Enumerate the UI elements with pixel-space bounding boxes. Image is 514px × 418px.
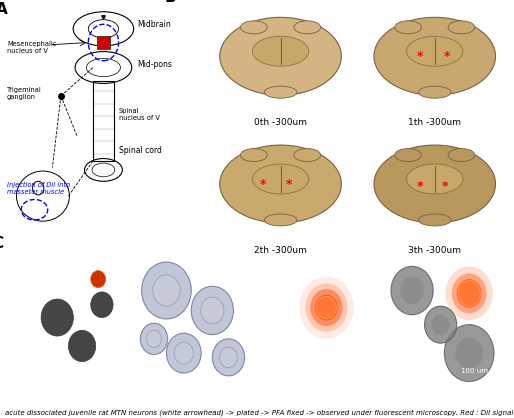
Text: Midbrain: Midbrain xyxy=(137,20,171,29)
Ellipse shape xyxy=(241,21,267,34)
Circle shape xyxy=(425,306,457,343)
Circle shape xyxy=(91,292,113,318)
Ellipse shape xyxy=(374,17,495,95)
Circle shape xyxy=(310,289,343,326)
Circle shape xyxy=(446,266,493,320)
Circle shape xyxy=(191,286,233,335)
Text: Mesencephalic
nucleus of V: Mesencephalic nucleus of V xyxy=(7,41,57,54)
Text: 0th -300um: 0th -300um xyxy=(254,118,307,127)
Circle shape xyxy=(68,330,96,362)
Text: *: * xyxy=(286,178,292,191)
Ellipse shape xyxy=(418,86,451,98)
Circle shape xyxy=(174,342,193,364)
Circle shape xyxy=(41,299,74,336)
Ellipse shape xyxy=(395,21,421,34)
Ellipse shape xyxy=(374,145,495,223)
Text: B: B xyxy=(165,0,176,5)
Circle shape xyxy=(305,283,347,332)
Ellipse shape xyxy=(448,21,475,34)
Ellipse shape xyxy=(294,21,321,34)
Circle shape xyxy=(212,339,245,376)
Text: A: A xyxy=(0,2,7,17)
FancyBboxPatch shape xyxy=(97,36,110,49)
Circle shape xyxy=(432,314,450,335)
Ellipse shape xyxy=(220,145,341,223)
Text: *: * xyxy=(260,178,266,191)
Text: 3th -300um: 3th -300um xyxy=(408,246,461,255)
Circle shape xyxy=(315,295,338,320)
Circle shape xyxy=(391,266,433,315)
Ellipse shape xyxy=(252,164,309,194)
Circle shape xyxy=(91,270,106,288)
Circle shape xyxy=(140,323,168,354)
Text: 100 um: 100 um xyxy=(461,368,488,375)
Circle shape xyxy=(219,347,237,367)
Circle shape xyxy=(153,275,180,306)
Text: C: C xyxy=(0,237,4,252)
Text: *: * xyxy=(417,179,423,193)
Ellipse shape xyxy=(294,148,321,162)
Ellipse shape xyxy=(220,17,341,95)
Ellipse shape xyxy=(395,148,421,162)
Ellipse shape xyxy=(264,214,297,226)
Text: *: * xyxy=(417,50,423,63)
Ellipse shape xyxy=(448,148,475,162)
Ellipse shape xyxy=(241,148,267,162)
Text: 2th -300um: 2th -300um xyxy=(254,246,307,255)
Text: acute dissociated juvenile rat MTN neurons (white arrowhead) -> plated -> PFA fi: acute dissociated juvenile rat MTN neuro… xyxy=(5,409,513,416)
Circle shape xyxy=(317,296,336,319)
Circle shape xyxy=(455,337,483,369)
Text: Trigeminal
ganglion: Trigeminal ganglion xyxy=(7,87,42,100)
Circle shape xyxy=(201,297,224,324)
Circle shape xyxy=(167,333,201,373)
Text: Injection of DiI into
masseter muscle: Injection of DiI into masseter muscle xyxy=(7,181,70,195)
Circle shape xyxy=(299,276,354,339)
Text: *: * xyxy=(444,50,450,63)
Ellipse shape xyxy=(418,214,451,226)
Text: Spinal
nucleus of V: Spinal nucleus of V xyxy=(119,108,159,121)
Circle shape xyxy=(444,325,494,382)
Text: Mid-pons: Mid-pons xyxy=(137,60,172,69)
Text: *: * xyxy=(442,179,448,193)
Ellipse shape xyxy=(407,164,463,194)
Circle shape xyxy=(457,279,482,308)
Circle shape xyxy=(142,262,191,319)
Circle shape xyxy=(400,277,424,304)
Circle shape xyxy=(458,280,480,306)
Text: Spinal cord: Spinal cord xyxy=(119,146,161,155)
Circle shape xyxy=(146,330,161,347)
Ellipse shape xyxy=(252,36,309,66)
Text: 1th -300um: 1th -300um xyxy=(408,118,461,127)
Ellipse shape xyxy=(407,36,463,66)
Ellipse shape xyxy=(264,86,297,98)
Circle shape xyxy=(452,273,487,313)
